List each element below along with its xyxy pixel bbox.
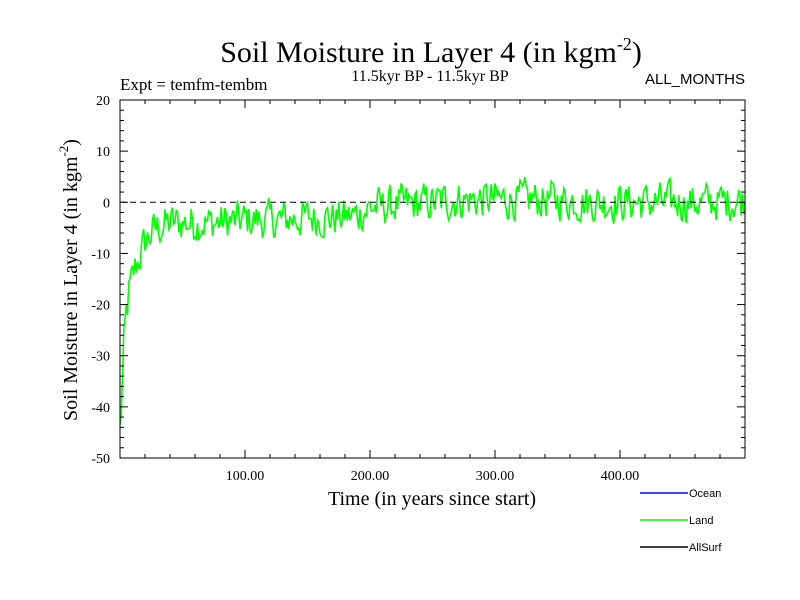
legend: Ocean Land AllSurf — [640, 488, 722, 554]
y-tick-label: -10 — [91, 247, 110, 262]
y-axis-label-text: Soil Moisture in Layer 4 (in kgm — [60, 156, 82, 421]
legend-label-ocean: Ocean — [689, 488, 721, 500]
legend-label-land: Land — [689, 515, 713, 527]
y-tick-label: -50 — [91, 452, 110, 467]
y-axis-label: Soil Moisture in Layer 4 (in kgm-2) — [56, 139, 82, 421]
y-tick-label: -20 — [91, 299, 110, 314]
y-axis-label-superscript: -2 — [56, 146, 71, 157]
series-layer — [120, 176, 745, 425]
months-label: ALL_MONTHS — [645, 71, 745, 88]
x-tick-label: 100.00 — [226, 469, 265, 484]
plot-frame — [119, 99, 746, 459]
chart-title: Soil Moisture in Layer 4 (in kgm-2) — [220, 34, 642, 69]
chart-title-superscript: -2 — [617, 34, 632, 54]
series-line-land — [120, 176, 745, 425]
y-axis-label-close: ) — [60, 139, 82, 146]
x-tick-label: 200.00 — [351, 469, 390, 484]
y-tick-label: -40 — [91, 401, 110, 416]
y-tick-label: 10 — [96, 145, 110, 160]
chart-title-close: ) — [632, 36, 642, 69]
chart-title-text: Soil Moisture in Layer 4 (in kgm — [220, 36, 617, 69]
chart-subtitle: 11.5kyr BP - 11.5kyr BP — [351, 68, 508, 85]
expt-label: Expt = temfm-tembm — [120, 75, 267, 94]
x-tick-label: 300.00 — [476, 469, 515, 484]
y-tick-label: 20 — [96, 94, 110, 109]
legend-label-allsurf: AllSurf — [689, 542, 722, 554]
axis-ticks: -50 -40 -30 -20 -10 0 10 20 100.00 200.00 300.00 40… — [91, 94, 745, 484]
x-axis-label: Time (in years since start) — [328, 488, 536, 510]
y-tick-label: -30 — [91, 350, 110, 365]
y-tick-label: 0 — [103, 196, 110, 211]
x-tick-label: 400.00 — [601, 469, 640, 484]
